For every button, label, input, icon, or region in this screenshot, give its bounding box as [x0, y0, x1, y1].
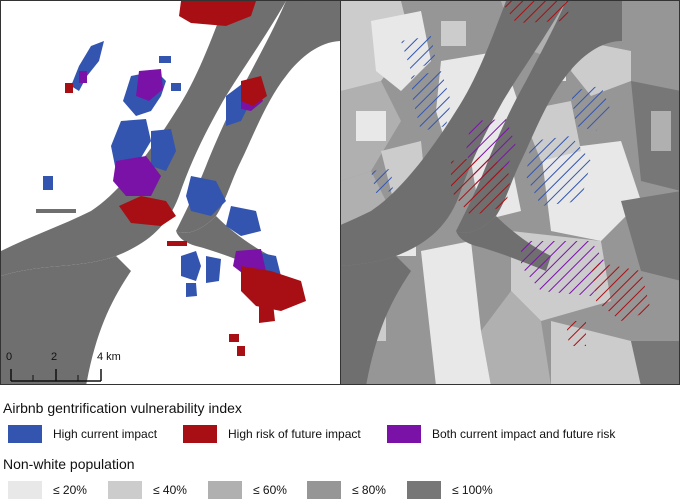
legend-label: ≤ 80% — [352, 483, 386, 497]
legend-item-high-current-impact: High current impact — [8, 423, 157, 445]
non-white-population-map[interactable] — [340, 0, 680, 385]
harlem-river — [306, 1, 340, 26]
legend-item-pop-80: ≤ 80% — [307, 479, 386, 501]
legend-label: ≤ 60% — [253, 483, 287, 497]
scale-tick-4km: 4 km — [97, 351, 121, 363]
legend-title-population: Non-white population — [3, 456, 135, 472]
upper-bay — [1, 256, 131, 384]
hudson-river — [1, 1, 286, 276]
legend-item-future-risk: High risk of future impact — [183, 423, 361, 445]
vulnerability-map[interactable]: 0 2 4 km — [0, 0, 341, 385]
legend-label: ≤ 100% — [452, 483, 493, 497]
legend-title-vulnerability: Airbnb gentrification vulnerability inde… — [3, 400, 242, 416]
legend-label: High current impact — [53, 427, 158, 441]
swatch-20 — [8, 481, 42, 499]
legend-label: Both current impact and future risk — [432, 427, 616, 441]
vulnerability-map-canvas — [1, 1, 340, 384]
pier — [21, 291, 81, 294]
upper-bay — [341, 256, 411, 384]
swatch-red — [183, 425, 217, 443]
swatch-80 — [307, 481, 341, 499]
maps-area: 0 2 4 km — [0, 0, 680, 385]
legend-label: ≤ 40% — [153, 483, 187, 497]
legend-item-pop-40: ≤ 40% — [108, 479, 187, 501]
scale-tick-0: 0 — [6, 351, 13, 363]
swatch-60 — [208, 481, 242, 499]
hudson-river — [341, 1, 566, 266]
legend-item-pop-20: ≤ 20% — [8, 479, 87, 501]
swatch-purple — [387, 425, 421, 443]
legend-item-pop-60: ≤ 60% — [208, 479, 287, 501]
population-map-canvas — [341, 1, 679, 384]
scale-bar — [10, 369, 102, 382]
legend-item-both: Both current impact and future risk — [387, 423, 615, 445]
vulnerability-hatching — [371, 1, 651, 346]
swatch-blue — [8, 425, 42, 443]
future-risk-areas — [65, 1, 306, 356]
east-river — [176, 1, 340, 233]
swatch-100 — [407, 481, 441, 499]
legend-label: High risk of future impact — [228, 427, 361, 441]
legend-item-pop-100: ≤ 100% — [407, 479, 493, 501]
pier — [36, 209, 76, 213]
legend: Airbnb gentrification vulnerability inde… — [0, 390, 680, 500]
scale-tick-2: 2 — [51, 351, 58, 363]
legend-label: ≤ 20% — [53, 483, 87, 497]
swatch-40 — [108, 481, 142, 499]
